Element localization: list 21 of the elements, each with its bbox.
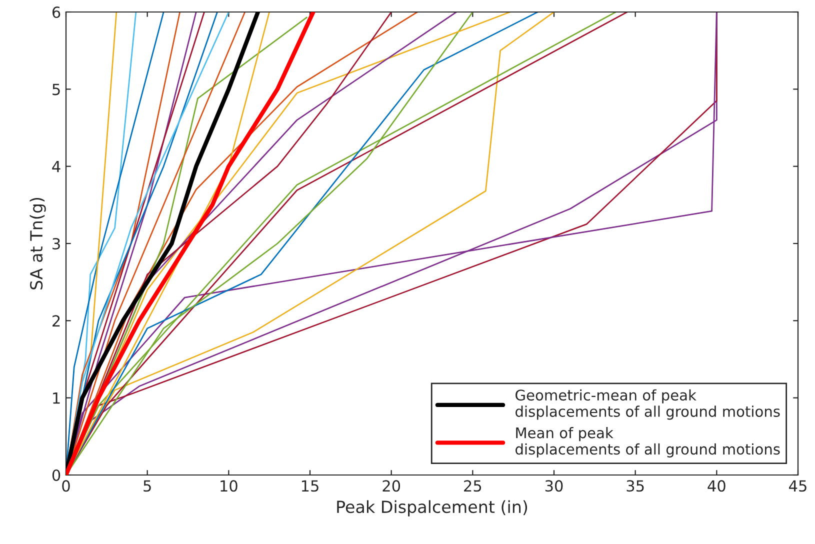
y-tick-label: 5 <box>52 84 60 96</box>
x-tick-label: 30 <box>545 480 563 492</box>
x-tick-label: 5 <box>144 480 151 492</box>
x-tick-label: 10 <box>220 480 238 492</box>
y-axis-title: SA at Tn(g) <box>30 198 46 290</box>
y-tick-label: 0 <box>52 469 60 482</box>
y-tick-label: 6 <box>52 6 60 18</box>
x-tick-label: 15 <box>302 480 318 492</box>
legend-label: Mean of peak displacements of all ground motions <box>516 427 780 458</box>
y-tick-label: 2 <box>52 315 60 326</box>
x-tick-label: 35 <box>626 480 644 492</box>
x-tick-label: 40 <box>708 480 726 492</box>
x-tick-label: 20 <box>382 480 400 492</box>
x-tick-label: 45 <box>789 480 806 492</box>
y-tick-label: 3 <box>52 238 60 250</box>
legend-label: Geometric-mean of peak displacements of all ground motions <box>516 389 780 420</box>
x-axis-title: Peak Dispalcement (in) <box>337 500 528 516</box>
x-tick-label: 0 <box>62 480 70 492</box>
y-tick-label: 4 <box>52 161 60 172</box>
y-tick-label: 1 <box>53 392 60 404</box>
x-tick-label: 25 <box>464 480 482 492</box>
